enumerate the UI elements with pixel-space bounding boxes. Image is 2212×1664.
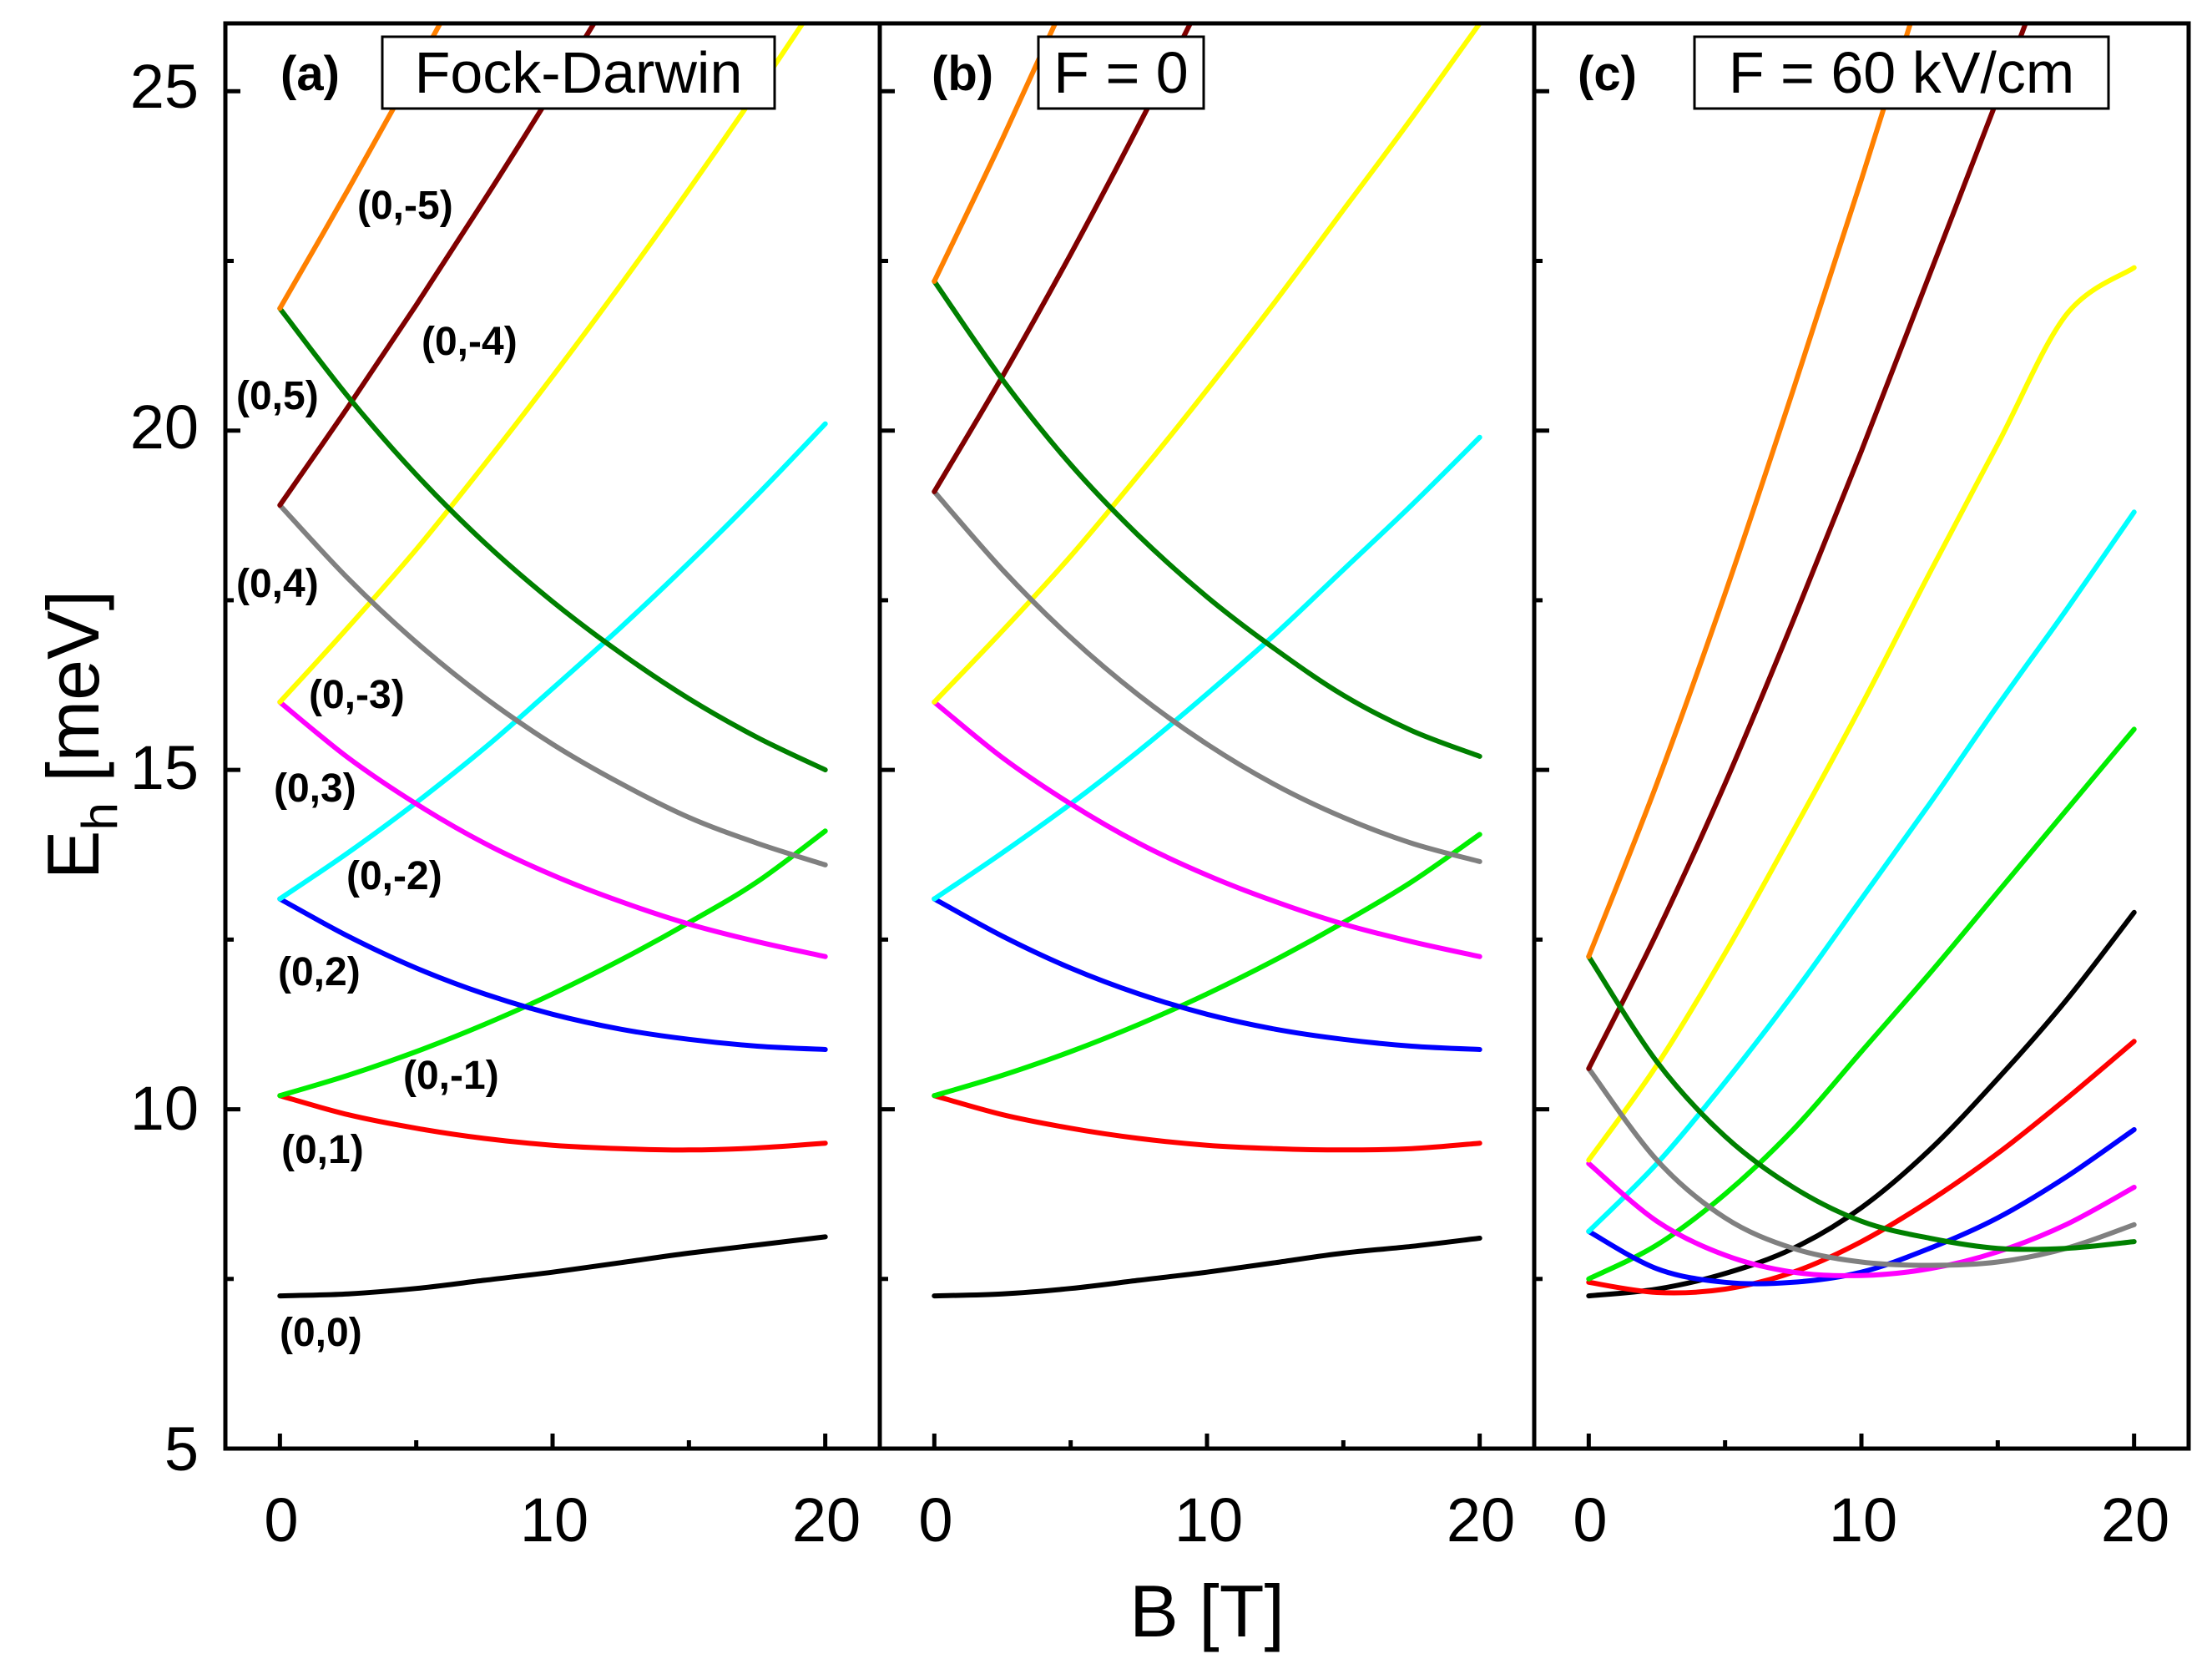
state-label-0-1: (0,1) xyxy=(281,1128,364,1172)
y-tick-label: 20 xyxy=(130,392,199,462)
panel-a-tag: (a) xyxy=(280,47,340,101)
panel-c-frame xyxy=(1532,21,2191,1451)
y-axis-title-text: Eh [meV] xyxy=(32,590,128,879)
series-line xyxy=(1586,1039,2137,1296)
series-line xyxy=(277,896,828,1052)
state-label-0-m2: (0,-2) xyxy=(346,854,442,898)
series-line xyxy=(932,832,1482,1099)
state-label-0-4: (0,4) xyxy=(236,562,319,606)
series-line xyxy=(932,23,1194,494)
series-line xyxy=(932,23,1058,284)
series-line xyxy=(932,488,1482,864)
state-label-0-m3: (0,-3) xyxy=(309,673,405,717)
state-label-0-0: (0,0) xyxy=(280,1311,362,1355)
y-tick-label: 5 xyxy=(164,1414,199,1484)
series-line xyxy=(932,434,1482,902)
panel-b-tag: (b) xyxy=(932,47,993,101)
x-tick-label: 0 xyxy=(1573,1485,1607,1555)
x-tick-label: 10 xyxy=(1174,1485,1243,1555)
series-line xyxy=(277,503,828,867)
series-line xyxy=(932,896,1482,1052)
x-tick-label: 20 xyxy=(792,1485,861,1555)
x-tick-label: 10 xyxy=(520,1485,588,1555)
series-line xyxy=(277,828,828,1099)
series-line xyxy=(1586,1065,2137,1268)
y-axis-title: Eh [meV] xyxy=(32,590,128,879)
series-line xyxy=(1586,23,2029,1071)
state-label-0-2: (0,2) xyxy=(278,950,361,994)
series-line xyxy=(1586,509,2137,1234)
state-label-0-m1: (0,-1) xyxy=(403,1054,499,1098)
state-label-0-m5: (0,-5) xyxy=(357,184,453,228)
panel-c-tag: (c) xyxy=(1578,47,1637,101)
series-line xyxy=(932,23,1482,705)
series-line xyxy=(277,699,828,959)
y-tick-label: 15 xyxy=(130,733,199,802)
x-tick-label: 0 xyxy=(918,1485,952,1555)
panel-c-box-label: F = 60 kV/cm xyxy=(1729,40,2074,105)
panel-b-series xyxy=(932,23,1482,1299)
series-line xyxy=(1586,726,2137,1282)
axis-ticks xyxy=(225,89,2137,1451)
state-label-0-m4: (0,-4) xyxy=(422,320,518,364)
series-line xyxy=(932,699,1482,959)
panel-a-label-box xyxy=(381,35,776,110)
x-tick-label: 20 xyxy=(1447,1485,1515,1555)
series-line xyxy=(277,421,828,902)
panel-b-box-label: F = 0 xyxy=(1053,40,1188,105)
series-line xyxy=(277,1093,828,1153)
panel-c-series xyxy=(1586,23,2137,1299)
x-tick-label: 10 xyxy=(1829,1485,1897,1555)
state-label-0-3: (0,3) xyxy=(274,766,356,811)
series-line xyxy=(932,1093,1482,1153)
y-tick-label: 25 xyxy=(130,52,199,121)
series-line xyxy=(1586,23,1914,959)
panel-c-label-box xyxy=(1693,35,2110,110)
x-axis-title: B [T] xyxy=(1129,1570,1285,1652)
series-line xyxy=(1586,1127,2137,1287)
series-line xyxy=(277,306,828,773)
state-label-0-5: (0,5) xyxy=(236,374,319,418)
series-line xyxy=(932,278,1482,759)
panel-a-box-label: Fock-Darwin xyxy=(415,40,743,105)
panel-b-label-box xyxy=(1037,35,1205,110)
series-line xyxy=(1586,953,2137,1252)
series-line xyxy=(1586,265,2137,1163)
series-line xyxy=(932,1236,1482,1299)
series-line xyxy=(277,1234,828,1299)
x-tick-label: 0 xyxy=(264,1485,298,1555)
y-tick-label: 10 xyxy=(130,1074,199,1143)
series-line xyxy=(277,23,444,311)
x-tick-label: 20 xyxy=(2101,1485,2169,1555)
series-line xyxy=(1586,1161,2137,1278)
series-line xyxy=(1586,909,2137,1299)
